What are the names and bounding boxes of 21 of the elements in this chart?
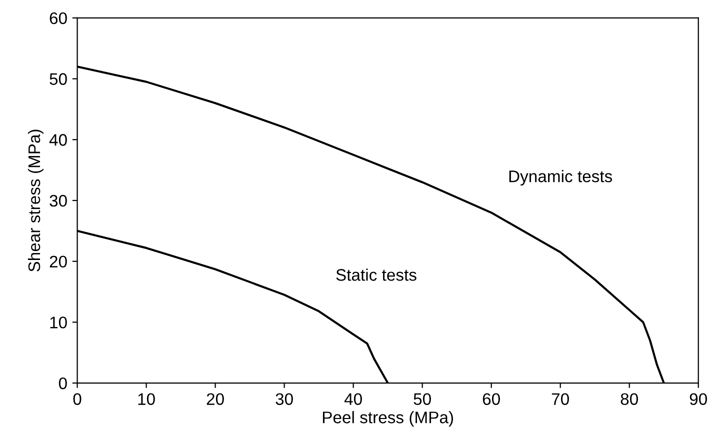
x-tick-label: 70 <box>552 393 569 406</box>
x-tick-label: 0 <box>73 393 82 406</box>
x-tick-label: 90 <box>690 393 707 406</box>
y-tick-label: 30 <box>50 194 67 207</box>
series-label: Dynamic tests <box>509 170 612 186</box>
x-tick-label: 30 <box>276 393 293 406</box>
x-tick-label: 40 <box>344 393 362 406</box>
y-tick-label: 10 <box>50 316 67 328</box>
y-tick-label: 50 <box>50 73 67 85</box>
y-axis-title: Shear stress (MPa) <box>28 130 44 272</box>
x-tick-label: 60 <box>482 393 500 406</box>
x-tick-label: 10 <box>138 393 155 406</box>
x-axis-title: Peel stress (MPa) <box>322 411 454 427</box>
y-tick-label: 40 <box>49 134 67 146</box>
y-tick-label: 20 <box>50 256 67 268</box>
y-tick-label: 60 <box>50 12 67 24</box>
x-tick-label: 20 <box>206 393 224 406</box>
y-tick-label: 0 <box>58 377 67 390</box>
x-tick-label: 50 <box>414 393 431 406</box>
x-tick-label: 80 <box>620 393 638 406</box>
text: Static tests <box>336 268 416 281</box>
